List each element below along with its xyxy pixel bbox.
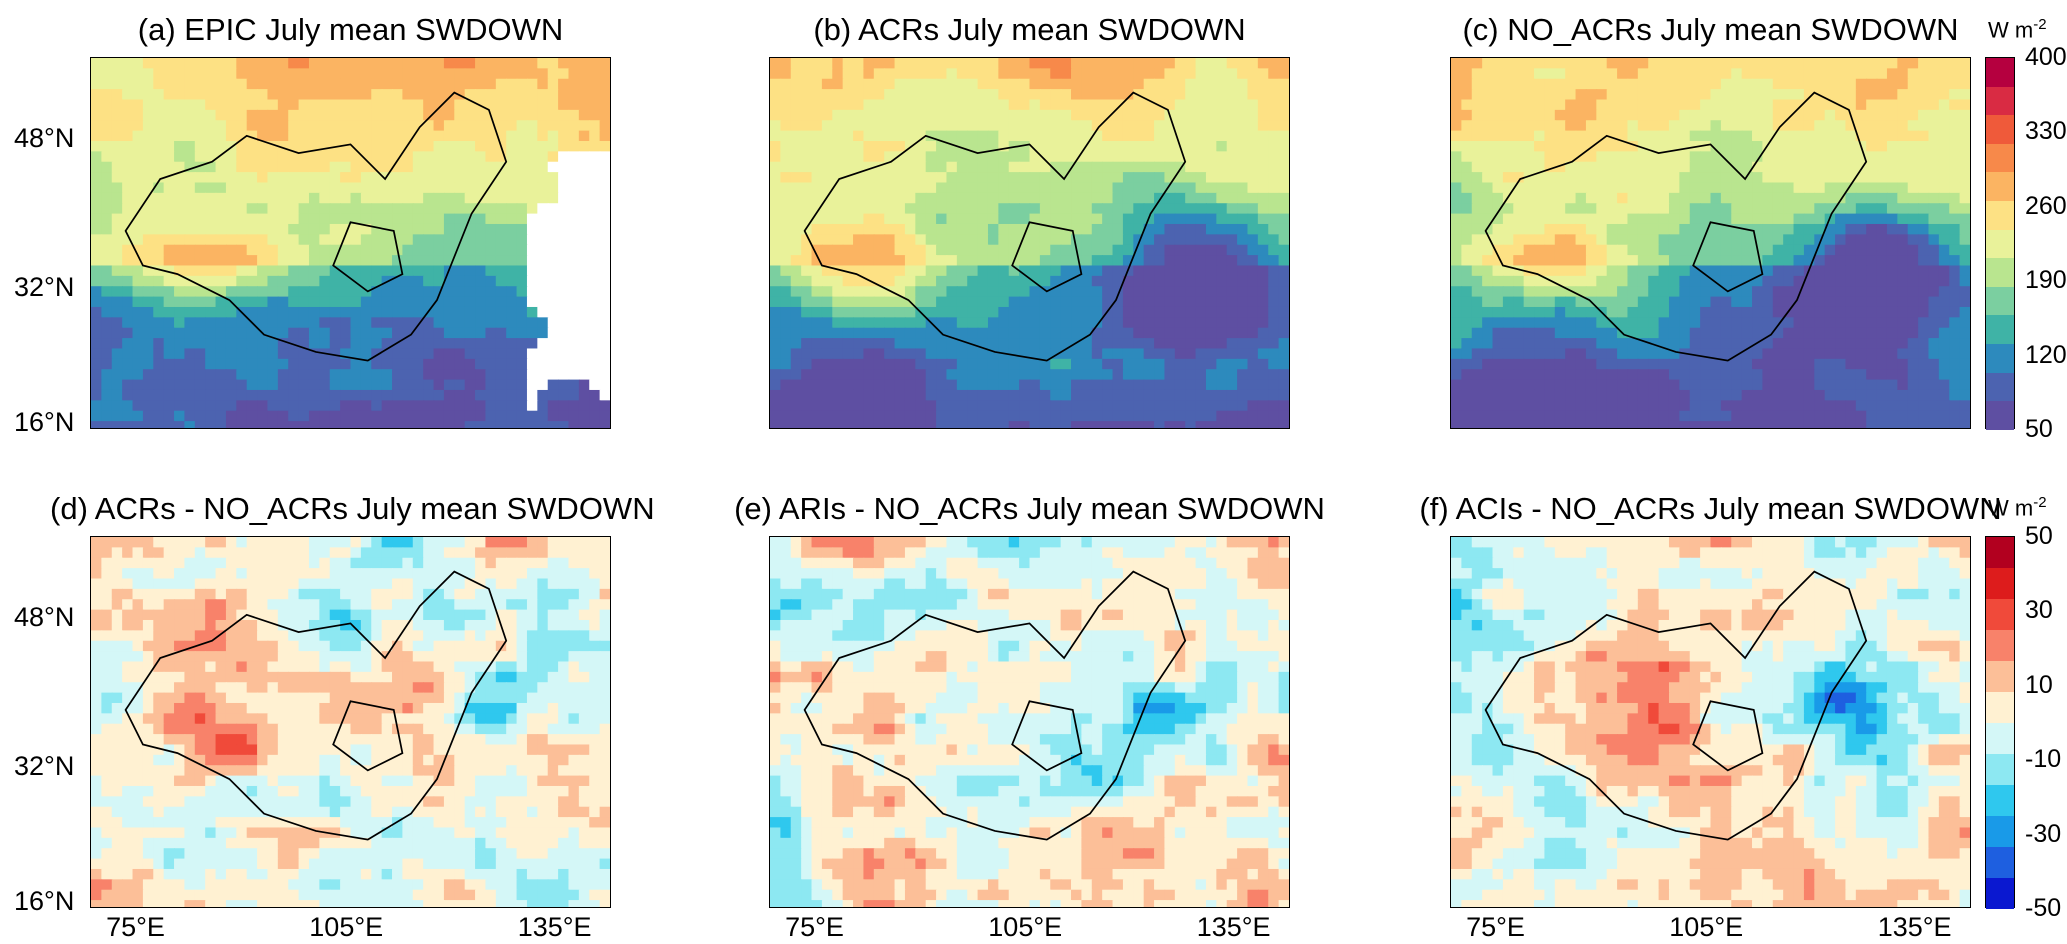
lat-label: 16°N (14, 407, 75, 438)
country-border (803, 570, 1187, 841)
colorbar-segment (1986, 315, 2014, 345)
colorbar-tick: 10 (2025, 670, 2053, 699)
colorbar-tick: 260 (2025, 191, 2067, 220)
colorbar-segment (1986, 258, 2014, 287)
colorbar-segment (1986, 401, 2014, 430)
colorbar-segment (1986, 143, 2014, 173)
lat-label: 32°N (14, 750, 75, 781)
field-canvas (770, 537, 1289, 907)
colorbar-segment (1986, 537, 2014, 568)
country-border (124, 570, 508, 841)
colorbar-segment (1986, 816, 2014, 847)
map-plot (769, 57, 1290, 429)
colorbar-segment (1986, 785, 2014, 816)
lon-label: 75°E (1466, 912, 1525, 942)
lat-label: 32°N (14, 271, 75, 302)
colorbar-segment (1986, 568, 2014, 599)
lat-label: 16°N (14, 886, 75, 917)
field-canvas (1451, 537, 1970, 907)
map-plot (1450, 536, 1971, 908)
colorbar-segment (1986, 878, 2014, 909)
lon-label: 105°E (309, 912, 384, 942)
lon-label: 135°E (517, 912, 592, 942)
country-border (1484, 570, 1868, 841)
colorbar-segment (1986, 172, 2014, 202)
field-canvas (91, 537, 610, 907)
country-border (124, 91, 508, 362)
colorbar-tick: -50 (2025, 894, 2062, 922)
map-plot (90, 57, 611, 429)
colorbar-segment (1986, 229, 2014, 259)
colorbar-bottom (1985, 536, 2015, 909)
field-canvas (770, 58, 1289, 428)
colorbar-tick: 30 (2025, 596, 2053, 625)
colorbar-segment (1986, 692, 2014, 723)
colorbar-tick: 190 (2025, 266, 2067, 295)
country-border (1484, 91, 1868, 362)
colorbar-tick: 50 (2025, 415, 2053, 443)
panel-title: (f) ACIs - NO_ACRs July mean SWDOWN (1419, 491, 2002, 526)
colorbar-segment (1986, 661, 2014, 692)
panel-title: (c) NO_ACRs July mean SWDOWN (1462, 12, 1959, 47)
colorbar-tick: 330 (2025, 117, 2067, 146)
panel-title: (a) EPIC July mean SWDOWN (137, 12, 564, 47)
colorbar-segment (1986, 115, 2014, 144)
map-plot (90, 536, 611, 908)
colorbar-tick: 400 (2025, 43, 2067, 71)
country-border (803, 91, 1187, 362)
colorbar-segment (1986, 86, 2014, 116)
colorbar-segment (1986, 344, 2014, 373)
lon-label: 105°E (1669, 912, 1744, 942)
colorbar-segment (1986, 630, 2014, 661)
lon-label: 135°E (1196, 912, 1271, 942)
colorbar-unit: W m-2 (1988, 494, 2047, 521)
lon-label: 75°E (785, 912, 844, 942)
colorbar-unit: W m-2 (1988, 16, 2047, 43)
colorbar-segment (1986, 847, 2014, 878)
colorbar-tick: 120 (2025, 340, 2067, 369)
colorbar-tick: 50 (2025, 522, 2053, 550)
colorbar-top (1985, 57, 2015, 430)
colorbar-segment (1986, 58, 2014, 87)
lon-label: 75°E (106, 912, 165, 942)
colorbar-segment (1986, 754, 2014, 785)
panel-title: (b) ACRs July mean SWDOWN (813, 12, 1246, 47)
colorbar-segment (1986, 286, 2014, 316)
colorbar-segment (1986, 372, 2014, 402)
colorbar-segment (1986, 599, 2014, 630)
field-canvas (1451, 58, 1970, 428)
map-plot (1450, 57, 1971, 429)
lat-label: 48°N (14, 601, 75, 632)
panel-title: (d) ACRs - NO_ACRs July mean SWDOWN (50, 491, 655, 526)
field-canvas (91, 58, 610, 428)
colorbar-tick: -10 (2025, 745, 2062, 774)
colorbar-segment (1986, 201, 2014, 230)
map-plot (769, 536, 1290, 908)
colorbar-tick: -30 (2025, 819, 2062, 848)
colorbar-segment (1986, 723, 2014, 754)
lon-label: 105°E (988, 912, 1063, 942)
lon-label: 135°E (1877, 912, 1952, 942)
lat-label: 48°N (14, 122, 75, 153)
panel-title: (e) ARIs - NO_ACRs July mean SWDOWN (734, 491, 1325, 526)
